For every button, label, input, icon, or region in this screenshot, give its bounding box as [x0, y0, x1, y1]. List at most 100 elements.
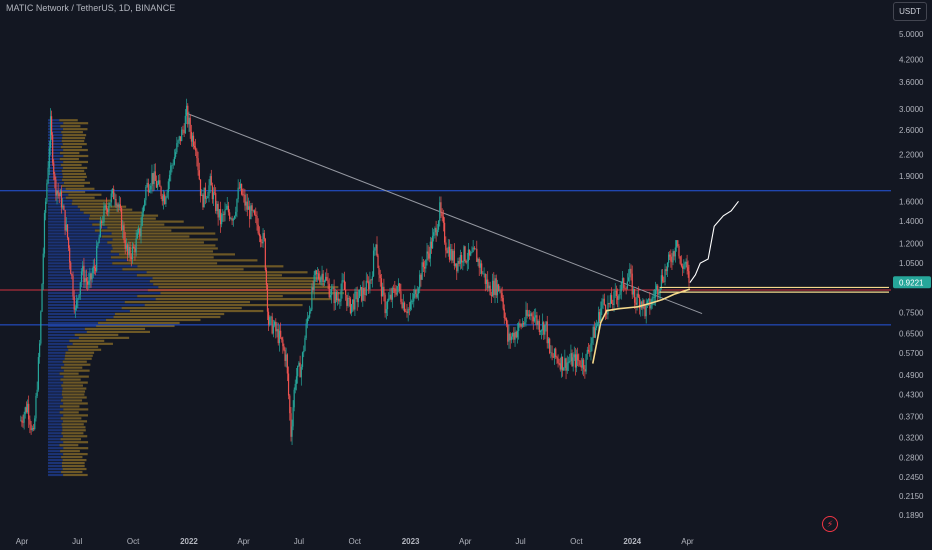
candle-body: [48, 147, 50, 168]
candle-body: [85, 278, 87, 282]
candle-body: [544, 325, 546, 335]
candle-body: [368, 281, 370, 290]
volume-bar-up: [48, 414, 64, 417]
candle-body: [388, 298, 390, 301]
candle-body: [156, 183, 159, 188]
candle-body: [179, 136, 182, 142]
candle-body: [532, 316, 534, 322]
candle-body: [482, 273, 484, 275]
candle-body: [630, 268, 632, 274]
volume-bar-down: [92, 223, 165, 226]
candle-body: [564, 358, 566, 368]
candle-body: [671, 261, 673, 263]
volume-bar-down: [72, 342, 113, 345]
candle-body: [682, 266, 684, 269]
volume-bar-up: [48, 324, 97, 328]
candle-body: [352, 299, 354, 305]
candle-body: [686, 261, 688, 268]
candle-body: [487, 279, 489, 289]
candle-body: [379, 274, 381, 279]
candle-body: [125, 244, 128, 249]
candle-body: [674, 247, 676, 257]
candle-body: [552, 356, 554, 358]
candle-body: [57, 190, 59, 194]
candle-body: [96, 246, 98, 272]
candle-body: [512, 332, 514, 337]
candle-body: [416, 293, 418, 298]
volume-bar-up: [48, 163, 61, 167]
candle-body: [454, 263, 457, 266]
candle-body: [144, 200, 146, 207]
volume-bar-up: [48, 247, 113, 250]
candle-body: [431, 235, 434, 249]
volume-bar-up: [48, 169, 62, 173]
volume-bar-down: [121, 306, 242, 310]
volume-bar-down: [160, 292, 345, 295]
candle-body: [111, 188, 114, 194]
volume-bar-down: [63, 122, 89, 125]
candle-body: [375, 244, 377, 249]
volume-bar-up: [48, 315, 114, 319]
candle-body: [491, 280, 494, 297]
candle-body: [687, 267, 689, 272]
candle-body: [119, 204, 121, 208]
candle-body: [677, 240, 679, 247]
volume-bar-down: [83, 211, 142, 214]
candle-body: [522, 323, 525, 325]
candle-body: [97, 243, 99, 247]
candle-body: [185, 105, 188, 116]
price-tick-label: 0.2800: [899, 453, 924, 462]
volume-bar-up: [48, 128, 63, 131]
candle-body: [177, 140, 179, 144]
price-tick-label: 0.4900: [899, 371, 924, 380]
candle-body: [472, 247, 474, 253]
candle-body: [160, 186, 162, 197]
candle-body: [353, 299, 355, 310]
volume-bar-down: [64, 357, 92, 360]
candle-body: [340, 290, 342, 302]
candle-body: [365, 280, 367, 296]
candle-body: [514, 331, 516, 340]
candle-body: [22, 422, 24, 423]
candle-body: [559, 363, 561, 370]
volume-bar-up: [48, 217, 89, 220]
candle-body: [255, 214, 257, 216]
candle-body: [395, 292, 397, 295]
candle-body: [579, 360, 581, 366]
candle-body: [612, 303, 614, 305]
candle-body: [244, 194, 246, 206]
candle-body: [183, 130, 185, 134]
candle-body: [145, 186, 147, 201]
candle-body: [377, 255, 379, 269]
candle-body: [657, 285, 659, 295]
volume-bar-down: [61, 140, 85, 143]
volume-bar-up: [48, 202, 72, 205]
volume-bar-up: [48, 396, 63, 399]
candle-body: [46, 183, 48, 202]
candle-body: [664, 269, 666, 282]
candle-body: [566, 362, 568, 371]
candle-body: [310, 309, 312, 312]
volume-bar-up: [48, 160, 64, 164]
price-tick-label: 1.9000: [899, 172, 924, 181]
candle-body: [504, 317, 506, 319]
volume-bar-down: [62, 166, 88, 170]
volume-bar-down: [63, 381, 88, 384]
currency-unit-button[interactable]: USDT: [893, 2, 927, 21]
candle-body: [82, 265, 84, 272]
candle-body: [247, 206, 250, 210]
candle-body: [550, 352, 552, 354]
price-tick-label: 0.1890: [899, 511, 924, 520]
candle-body: [489, 285, 491, 296]
volume-bar-down: [111, 232, 216, 235]
candle-body: [371, 276, 373, 281]
price-tick-label: 1.2000: [899, 240, 924, 249]
tradingview-logo-icon[interactable]: ⚡: [822, 516, 838, 532]
candle-body: [165, 197, 167, 205]
candle-body: [557, 358, 559, 363]
candle-body: [309, 311, 311, 318]
candle-body: [168, 174, 171, 182]
candle-body: [252, 210, 254, 212]
volume-bar-up: [48, 420, 63, 423]
